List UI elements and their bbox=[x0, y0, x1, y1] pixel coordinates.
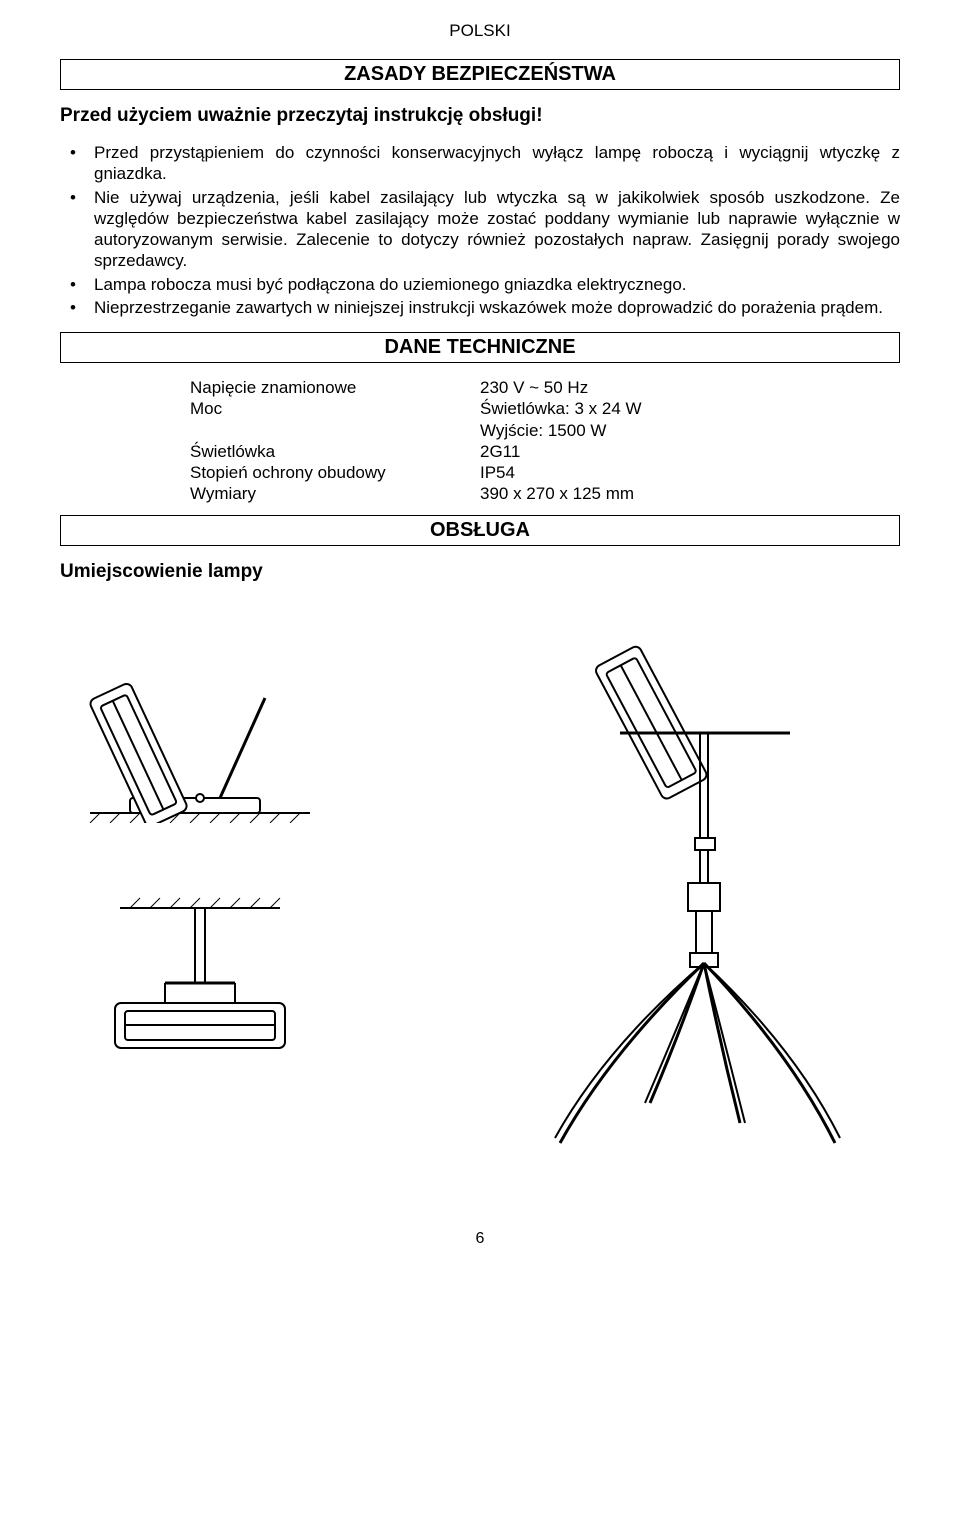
tech-value: Świetlówka: 3 x 24 W bbox=[480, 398, 900, 419]
tech-value: 2G11 bbox=[480, 441, 900, 462]
safety-bullet: Nie używaj urządzenia, jeśli kabel zasil… bbox=[60, 187, 900, 272]
tech-row: Wymiary 390 x 270 x 125 mm bbox=[190, 483, 900, 504]
tech-label: Moc bbox=[190, 398, 480, 419]
tech-row: Moc Świetlówka: 3 x 24 W bbox=[190, 398, 900, 419]
tech-value: 230 V ~ 50 Hz bbox=[480, 377, 900, 398]
tech-label bbox=[190, 420, 480, 441]
lamp-floor-angled-icon bbox=[70, 603, 330, 823]
safety-bullet: Przed przystąpieniem do czynności konser… bbox=[60, 142, 900, 185]
language-header: POLSKI bbox=[60, 20, 900, 41]
left-diagrams bbox=[70, 603, 410, 1073]
tech-row: Napięcie znamionowe 230 V ~ 50 Hz bbox=[190, 377, 900, 398]
placement-heading: Umiejscowienie lampy bbox=[60, 560, 900, 584]
safety-bullet: Lampa robocza musi być podłączona do uzi… bbox=[60, 274, 900, 295]
safety-title-box: ZASADY BEZPIECZEŃSTWA bbox=[60, 59, 900, 90]
tech-value: IP54 bbox=[480, 462, 900, 483]
tech-value: Wyjście: 1500 W bbox=[480, 420, 900, 441]
tech-table: Napięcie znamionowe 230 V ~ 50 Hz Moc Św… bbox=[190, 377, 900, 505]
usage-title: OBSŁUGA bbox=[71, 518, 889, 543]
tech-label: Wymiary bbox=[190, 483, 480, 504]
lamp-tripod-icon bbox=[490, 603, 890, 1163]
lamp-ceiling-icon bbox=[70, 883, 330, 1073]
safety-intro: Przed użyciem uważnie przeczytaj instruk… bbox=[60, 104, 900, 128]
safety-bullet: Nieprzestrzeganie zawartych w niniejszej… bbox=[60, 297, 900, 318]
tech-label: Świetlówka bbox=[190, 441, 480, 462]
safety-bullet-list: Przed przystąpieniem do czynności konser… bbox=[60, 142, 900, 318]
tech-label: Stopień ochrony obudowy bbox=[190, 462, 480, 483]
tech-row: Stopień ochrony obudowy IP54 bbox=[190, 462, 900, 483]
diagram-area bbox=[60, 603, 900, 1168]
right-diagram bbox=[490, 603, 890, 1168]
usage-title-box: OBSŁUGA bbox=[60, 515, 900, 546]
tech-title-box: DANE TECHNICZNE bbox=[60, 332, 900, 363]
tech-row: Świetlówka 2G11 bbox=[190, 441, 900, 462]
tech-label: Napięcie znamionowe bbox=[190, 377, 480, 398]
safety-title: ZASADY BEZPIECZEŃSTWA bbox=[71, 62, 889, 87]
tech-value: 390 x 270 x 125 mm bbox=[480, 483, 900, 504]
tech-row: Wyjście: 1500 W bbox=[190, 420, 900, 441]
page-number: 6 bbox=[60, 1229, 900, 1249]
tech-title: DANE TECHNICZNE bbox=[71, 335, 889, 360]
